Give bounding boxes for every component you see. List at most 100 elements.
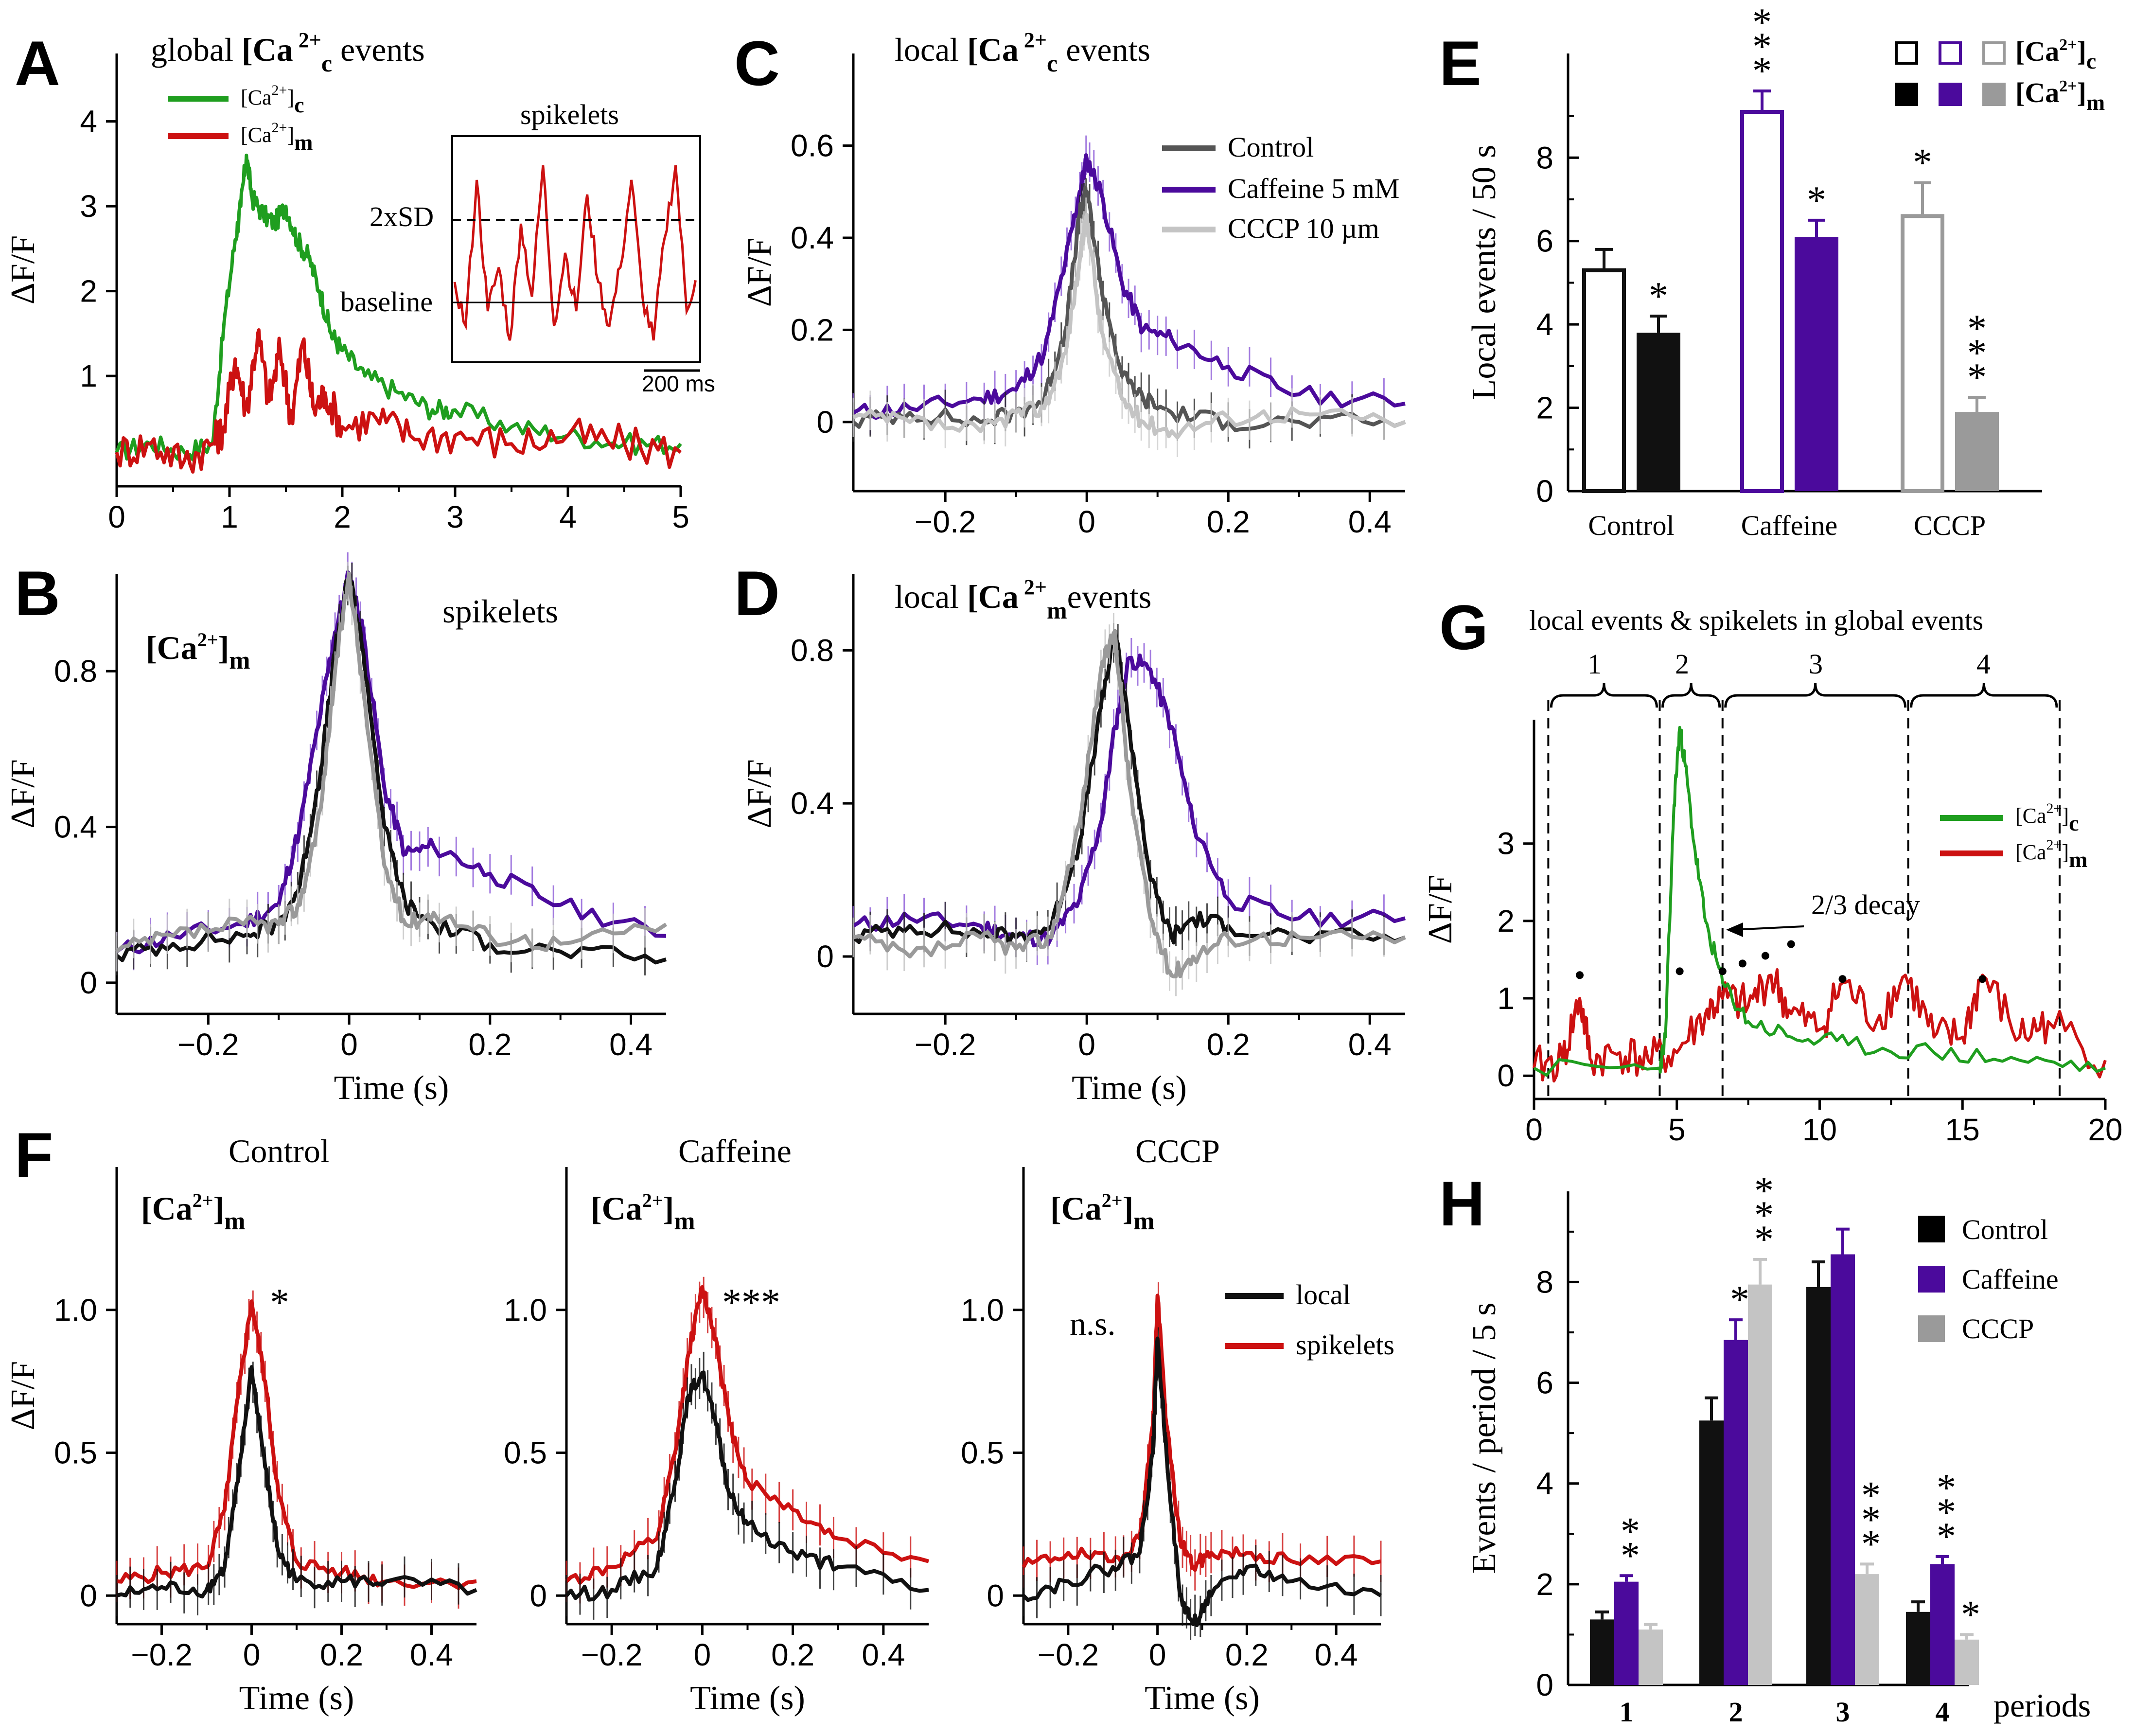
x-tick-label-F-Control: 0	[243, 1637, 261, 1672]
local-event-marker	[1787, 940, 1795, 948]
panel-b-title: spikelets	[442, 593, 558, 630]
y-axis-label-F-Control: ΔF/F	[4, 1361, 42, 1430]
x-tick-label-F-CCCP: 0	[1149, 1637, 1166, 1672]
x-tick-label-F-Caffeine: −0.2	[581, 1637, 642, 1672]
period-label-2: 2	[1675, 648, 1689, 680]
panel-g-title: local events & spikelets in global event…	[1529, 604, 1983, 636]
series-line-F-CCCP-spikelets	[1022, 1293, 1381, 1572]
series-line-F-CCCP-local	[1022, 1336, 1382, 1628]
significance-H: *	[1754, 1218, 1774, 1261]
significance-E: *	[1752, 1, 1772, 44]
x-tick-label-B: 0	[340, 1027, 358, 1062]
bar-period-2-caffeine	[1724, 1340, 1748, 1685]
y-tick-label-E: 4	[1536, 307, 1553, 342]
x-tick-label-A: 1	[221, 499, 238, 534]
panel-f-tag-2: [Ca2+]m	[591, 1189, 695, 1235]
y-axis-label-B: ΔF/F	[4, 759, 42, 828]
x-category-label-E: Caffeine	[1741, 510, 1838, 541]
legend-label-cccp: CCCP 10 µm	[1228, 213, 1379, 244]
inset-series-spikelets	[453, 165, 697, 341]
y-tick-label-D: 0.8	[791, 633, 834, 668]
series-line-F-Caffeine-local	[565, 1370, 929, 1602]
panel-f-cccp-title: CCCP	[1135, 1133, 1220, 1169]
decay-annotation: 2/3 decay	[1811, 889, 1920, 921]
significance-H: *	[1754, 1194, 1774, 1237]
legend-e-open-cccp	[1982, 41, 2006, 65]
bar-period-1-caffeine	[1614, 1581, 1639, 1685]
significance-H: *	[1621, 1534, 1640, 1577]
period-brace	[1910, 683, 2058, 708]
local-event-marker	[1978, 975, 1987, 983]
series-line-C-cccp-10-m	[852, 213, 1406, 440]
x-tick-label-C: 0.4	[1348, 504, 1392, 539]
inset-box	[451, 135, 701, 363]
legend-e-label-m: [Ca2+]m	[2015, 77, 2105, 115]
legend-h-swatch-cccp	[1918, 1315, 1945, 1342]
y-tick-label-A: 1	[80, 358, 97, 393]
legend-h-swatch-control	[1918, 1216, 1945, 1242]
x-tick-label-B: 0.2	[468, 1027, 511, 1062]
significance-H: *	[1754, 1169, 1774, 1212]
inset-sd-label: 2xSD	[370, 201, 434, 232]
y-tick-label-C: 0.2	[791, 312, 834, 347]
y-tick-label-F-Caffeine: 0	[529, 1578, 547, 1613]
panel-f-sig-cccp: n.s.	[1070, 1305, 1115, 1342]
panel-f-caffeine-title: Caffeine	[678, 1133, 792, 1169]
panel-f-sig-caffeine: ***	[722, 1281, 780, 1324]
panel-d-title: local [Ca 2+mevents	[895, 575, 1151, 624]
x-tick-label-A: 3	[446, 499, 464, 534]
y-axis-label-C: ΔF/F	[741, 238, 778, 307]
significance-E: *	[1752, 50, 1772, 92]
panel-e-legend: [Ca2+]c [Ca2+]m	[1895, 35, 2105, 115]
x-tick-label-C: 0	[1078, 504, 1095, 539]
x-category-label-E: CCCP	[1914, 510, 1986, 541]
x-tick-label-F-CCCP: 0.2	[1225, 1637, 1269, 1672]
y-tick-label-F-Control: 1.0	[54, 1293, 97, 1328]
bar-caffeine-solid	[1795, 237, 1838, 492]
legend-f-label-spikelets: spikelets	[1296, 1329, 1394, 1361]
local-event-marker	[1576, 971, 1584, 979]
bar-period-3-cccp	[1855, 1574, 1879, 1685]
panel-letter-b: B	[15, 558, 60, 629]
legend-h-label-control: Control	[1962, 1214, 2048, 1245]
local-event-marker	[1761, 952, 1769, 960]
x-tick-label-D: −0.2	[915, 1027, 976, 1062]
y-tick-label-E: 6	[1536, 224, 1553, 259]
panel-b-tag: [Ca2+]m	[146, 629, 250, 674]
significance-H: *	[1937, 1491, 1956, 1534]
legend-label-ca-c: [Ca2+]c	[241, 82, 304, 117]
y-axis-label-A: ΔF/F	[4, 235, 42, 304]
y-tick-label-F-Caffeine: 0.5	[504, 1435, 547, 1470]
panel-letter-h: H	[1439, 1168, 1485, 1239]
y-tick-label-D: 0.4	[791, 786, 834, 821]
local-event-marker	[1838, 975, 1847, 983]
x-tick-label-A: 5	[672, 499, 689, 534]
panel-letter-f: F	[15, 1119, 53, 1190]
panel-letter-a: A	[15, 28, 60, 99]
bar-period-4-control	[1906, 1612, 1930, 1685]
significance-H: *	[1621, 1510, 1640, 1553]
x-tick-label-F-Caffeine: 0.4	[862, 1637, 905, 1672]
y-tick-label-E: 0	[1536, 474, 1553, 509]
y-tick-label-H: 4	[1536, 1466, 1553, 1501]
panel-letter-e: E	[1439, 28, 1481, 99]
significance-E: *	[1913, 142, 1932, 184]
y-tick-label-B: 0	[80, 965, 97, 1000]
x-tick-label-C: 0.2	[1207, 504, 1250, 539]
series-line-A--ca2-c	[115, 153, 682, 461]
legend-e-solid-control	[1895, 83, 1918, 106]
y-axis-label-E: Local events / 50 s	[1465, 145, 1503, 400]
x-tick-label-D: 0.2	[1207, 1027, 1250, 1062]
panel-a-title: global [Ca 2+c events	[151, 28, 425, 77]
significance-H: *	[1961, 1593, 1980, 1636]
period-brace	[1724, 683, 1907, 708]
significance-H: *	[1937, 1515, 1956, 1558]
legend-e-open-caffeine	[1939, 41, 1962, 65]
legend-f-label-local: local	[1296, 1279, 1351, 1311]
inset-title: spikelets	[520, 99, 619, 130]
local-event-marker	[1718, 967, 1727, 975]
panel-letter-c: C	[734, 28, 780, 99]
y-tick-label-H: 6	[1536, 1365, 1553, 1400]
y-tick-label-F-Caffeine: 1.0	[504, 1293, 547, 1328]
